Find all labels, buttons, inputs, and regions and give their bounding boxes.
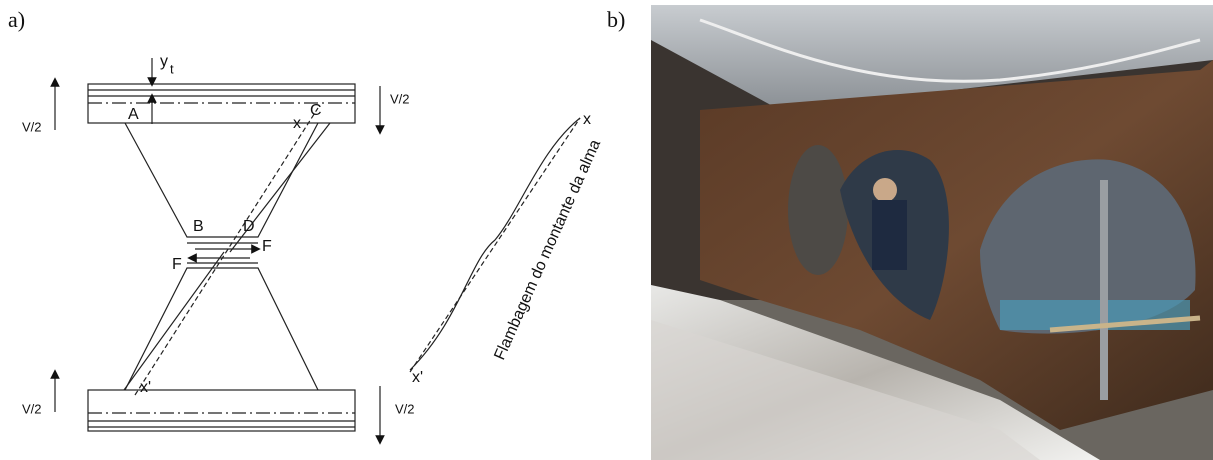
foreground-beam <box>651 320 1040 460</box>
strut-edge <box>123 251 225 391</box>
load-label: V/2 <box>390 91 410 106</box>
ceiling <box>651 5 1213 110</box>
photo <box>651 5 1213 460</box>
dim-subscript: t <box>170 61 174 76</box>
panel-label: b) <box>607 7 625 32</box>
force-label: F <box>262 238 272 255</box>
strut-axis <box>134 107 319 396</box>
force-label: F <box>172 256 182 273</box>
web-opening <box>980 159 1196 334</box>
strut-edge <box>229 122 331 253</box>
web-opening <box>788 145 848 275</box>
axis-label: x' <box>140 379 151 396</box>
axis-label: x <box>293 115 301 132</box>
buckled-strut <box>409 117 581 371</box>
person <box>872 200 907 270</box>
rod <box>1049 315 1201 333</box>
point-label: B <box>193 218 204 235</box>
cable <box>699 18 1201 83</box>
bottom-flange <box>87 389 356 432</box>
strut-axis <box>409 117 581 373</box>
point-label: A <box>128 106 139 123</box>
lower-web <box>124 267 319 391</box>
axis-label: x <box>583 111 591 128</box>
point-label: C <box>310 102 322 119</box>
dim-label: y <box>160 53 168 70</box>
person <box>873 178 897 202</box>
load-label: V/2 <box>395 401 415 416</box>
support-post <box>1100 180 1108 400</box>
diagram: y t V/2 V/2 V/2 V/2 A C B D F F x x' x x… <box>22 53 604 445</box>
buckling-label: Flambagem do montante da alma <box>491 137 604 363</box>
axis-label: x' <box>412 369 423 386</box>
upper-web <box>124 122 319 238</box>
load-label: V/2 <box>22 119 42 134</box>
load-label: V/2 <box>22 401 42 416</box>
point-label: D <box>243 218 255 235</box>
panel-label: a) <box>8 7 25 32</box>
